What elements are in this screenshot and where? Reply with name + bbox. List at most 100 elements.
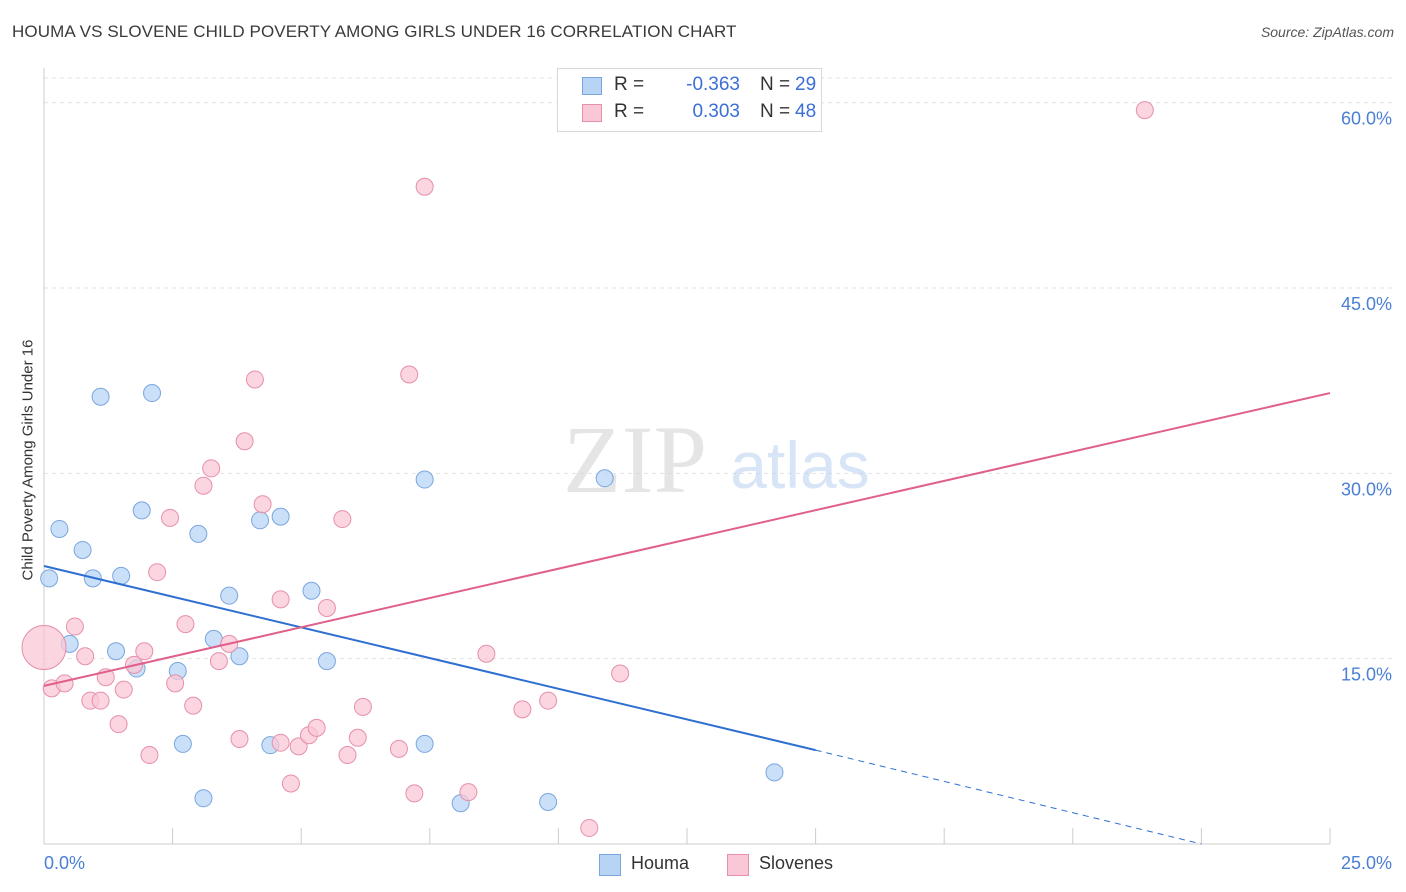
houma-point <box>73 540 92 559</box>
slovene-trend-line <box>43 392 1331 687</box>
y-tick-label: 30.0% <box>1341 479 1392 499</box>
slovene-point <box>281 774 300 793</box>
n-label: N = <box>760 101 791 122</box>
slovenes-swatch <box>582 104 602 122</box>
source-credit: Source: ZipAtlas.com <box>1260 24 1394 40</box>
houma-point <box>595 469 614 488</box>
houma-point <box>302 581 321 600</box>
slovene-point <box>353 697 372 716</box>
slovene-point <box>539 691 558 710</box>
n-value-slovenes: 48 <box>795 101 817 122</box>
houma-point <box>132 501 151 520</box>
slovene-point <box>271 733 290 752</box>
houma-point <box>317 652 336 671</box>
slovenes-legend-swatch <box>727 854 749 876</box>
slovene-point <box>389 739 408 758</box>
houma-point <box>91 387 110 406</box>
houma-swatch <box>582 77 602 95</box>
slovene-point <box>338 746 357 765</box>
houma-point <box>220 586 239 605</box>
y-tick-label: 15.0% <box>1341 665 1392 685</box>
n-value-houma: 29 <box>795 74 817 95</box>
slovene-point <box>333 510 352 529</box>
houma-point <box>271 507 290 526</box>
slovene-point <box>245 370 264 389</box>
slovene-point <box>184 696 203 715</box>
slovene-point <box>76 647 95 666</box>
r-value-houma: -0.363 <box>686 74 740 95</box>
slovene-point <box>114 680 133 699</box>
r-label: R = <box>614 101 645 122</box>
houma-point <box>230 647 249 666</box>
slovene-point <box>140 746 159 765</box>
slovene-point <box>148 563 167 582</box>
slovene-point <box>459 783 478 802</box>
slovene-point <box>317 599 336 618</box>
gridlines <box>44 77 1392 660</box>
houma-point <box>415 734 434 753</box>
trend-lines <box>43 392 1331 845</box>
slovene-point <box>1135 101 1154 120</box>
slovene-point <box>271 590 290 609</box>
legend-label-slovenes: Slovenes <box>759 853 834 873</box>
chart-title: HOUMA VS SLOVENE CHILD POVERTY AMONG GIR… <box>12 22 737 41</box>
n-label: N = <box>760 74 791 95</box>
houma-point <box>50 519 69 538</box>
houma-point <box>415 470 434 489</box>
slovene-point <box>109 715 128 734</box>
tick-labels: 15.0% 30.0% 45.0% 60.0% 0.0% 25.0% <box>44 109 1392 873</box>
houma-point <box>143 384 162 403</box>
data-points <box>21 101 1154 837</box>
houma-legend-swatch <box>599 854 621 876</box>
houma-point <box>251 511 270 530</box>
slovene-point <box>477 644 496 663</box>
houma-point <box>189 524 208 543</box>
slovene-point <box>405 784 424 803</box>
slovene-point <box>166 674 185 693</box>
y-axis-title: Child Poverty Among Girls Under 16 <box>19 339 37 581</box>
chart-legend: Houma Slovenes <box>0 852 1406 878</box>
y-axis-title-wrap: Child Poverty Among Girls Under 16 <box>18 300 38 620</box>
slovene-point <box>415 177 434 196</box>
watermark: ZIP atlas <box>563 406 870 513</box>
houma-point <box>194 789 213 808</box>
y-tick-label: 60.0% <box>1341 109 1392 129</box>
slovene-point <box>289 737 308 756</box>
slovene-point <box>400 365 419 384</box>
slovene-point <box>65 617 84 636</box>
slovene-point <box>176 615 195 634</box>
slovene-point <box>348 728 367 747</box>
axes <box>43 68 1331 845</box>
houma-trend-extension <box>815 749 1202 845</box>
watermark-zip: ZIP <box>563 406 707 513</box>
r-value-slovenes: 0.303 <box>692 101 740 122</box>
slovene-point <box>611 664 630 683</box>
houma-point <box>40 569 59 588</box>
slovene-point <box>513 700 532 719</box>
r-label: R = <box>614 74 645 95</box>
x-tick-label: 0.0% <box>44 853 85 873</box>
slovene-point <box>209 652 228 671</box>
slovene-point <box>580 818 599 837</box>
slovene-point <box>253 495 272 514</box>
x-tick-label: 25.0% <box>1341 853 1392 873</box>
y-tick-label: 45.0% <box>1341 294 1392 314</box>
slovene-point <box>21 625 67 671</box>
houma-point <box>112 566 131 585</box>
slovene-point <box>202 459 221 478</box>
correlation-stats-box: R = -0.363 N = 29 R = 0.303 N = 48 <box>557 68 822 132</box>
slovene-point <box>194 476 213 495</box>
houma-point <box>765 763 784 782</box>
houma-point <box>173 734 192 753</box>
houma-point <box>539 792 558 811</box>
slovene-point <box>135 642 154 661</box>
slovene-point <box>235 432 254 451</box>
slovene-point <box>91 691 110 710</box>
houma-trend-line <box>43 565 816 752</box>
watermark-atlas: atlas <box>730 428 869 502</box>
slovene-point <box>161 508 180 527</box>
slovene-point <box>230 729 249 748</box>
legend-label-houma: Houma <box>631 853 690 873</box>
houma-point <box>107 642 126 661</box>
